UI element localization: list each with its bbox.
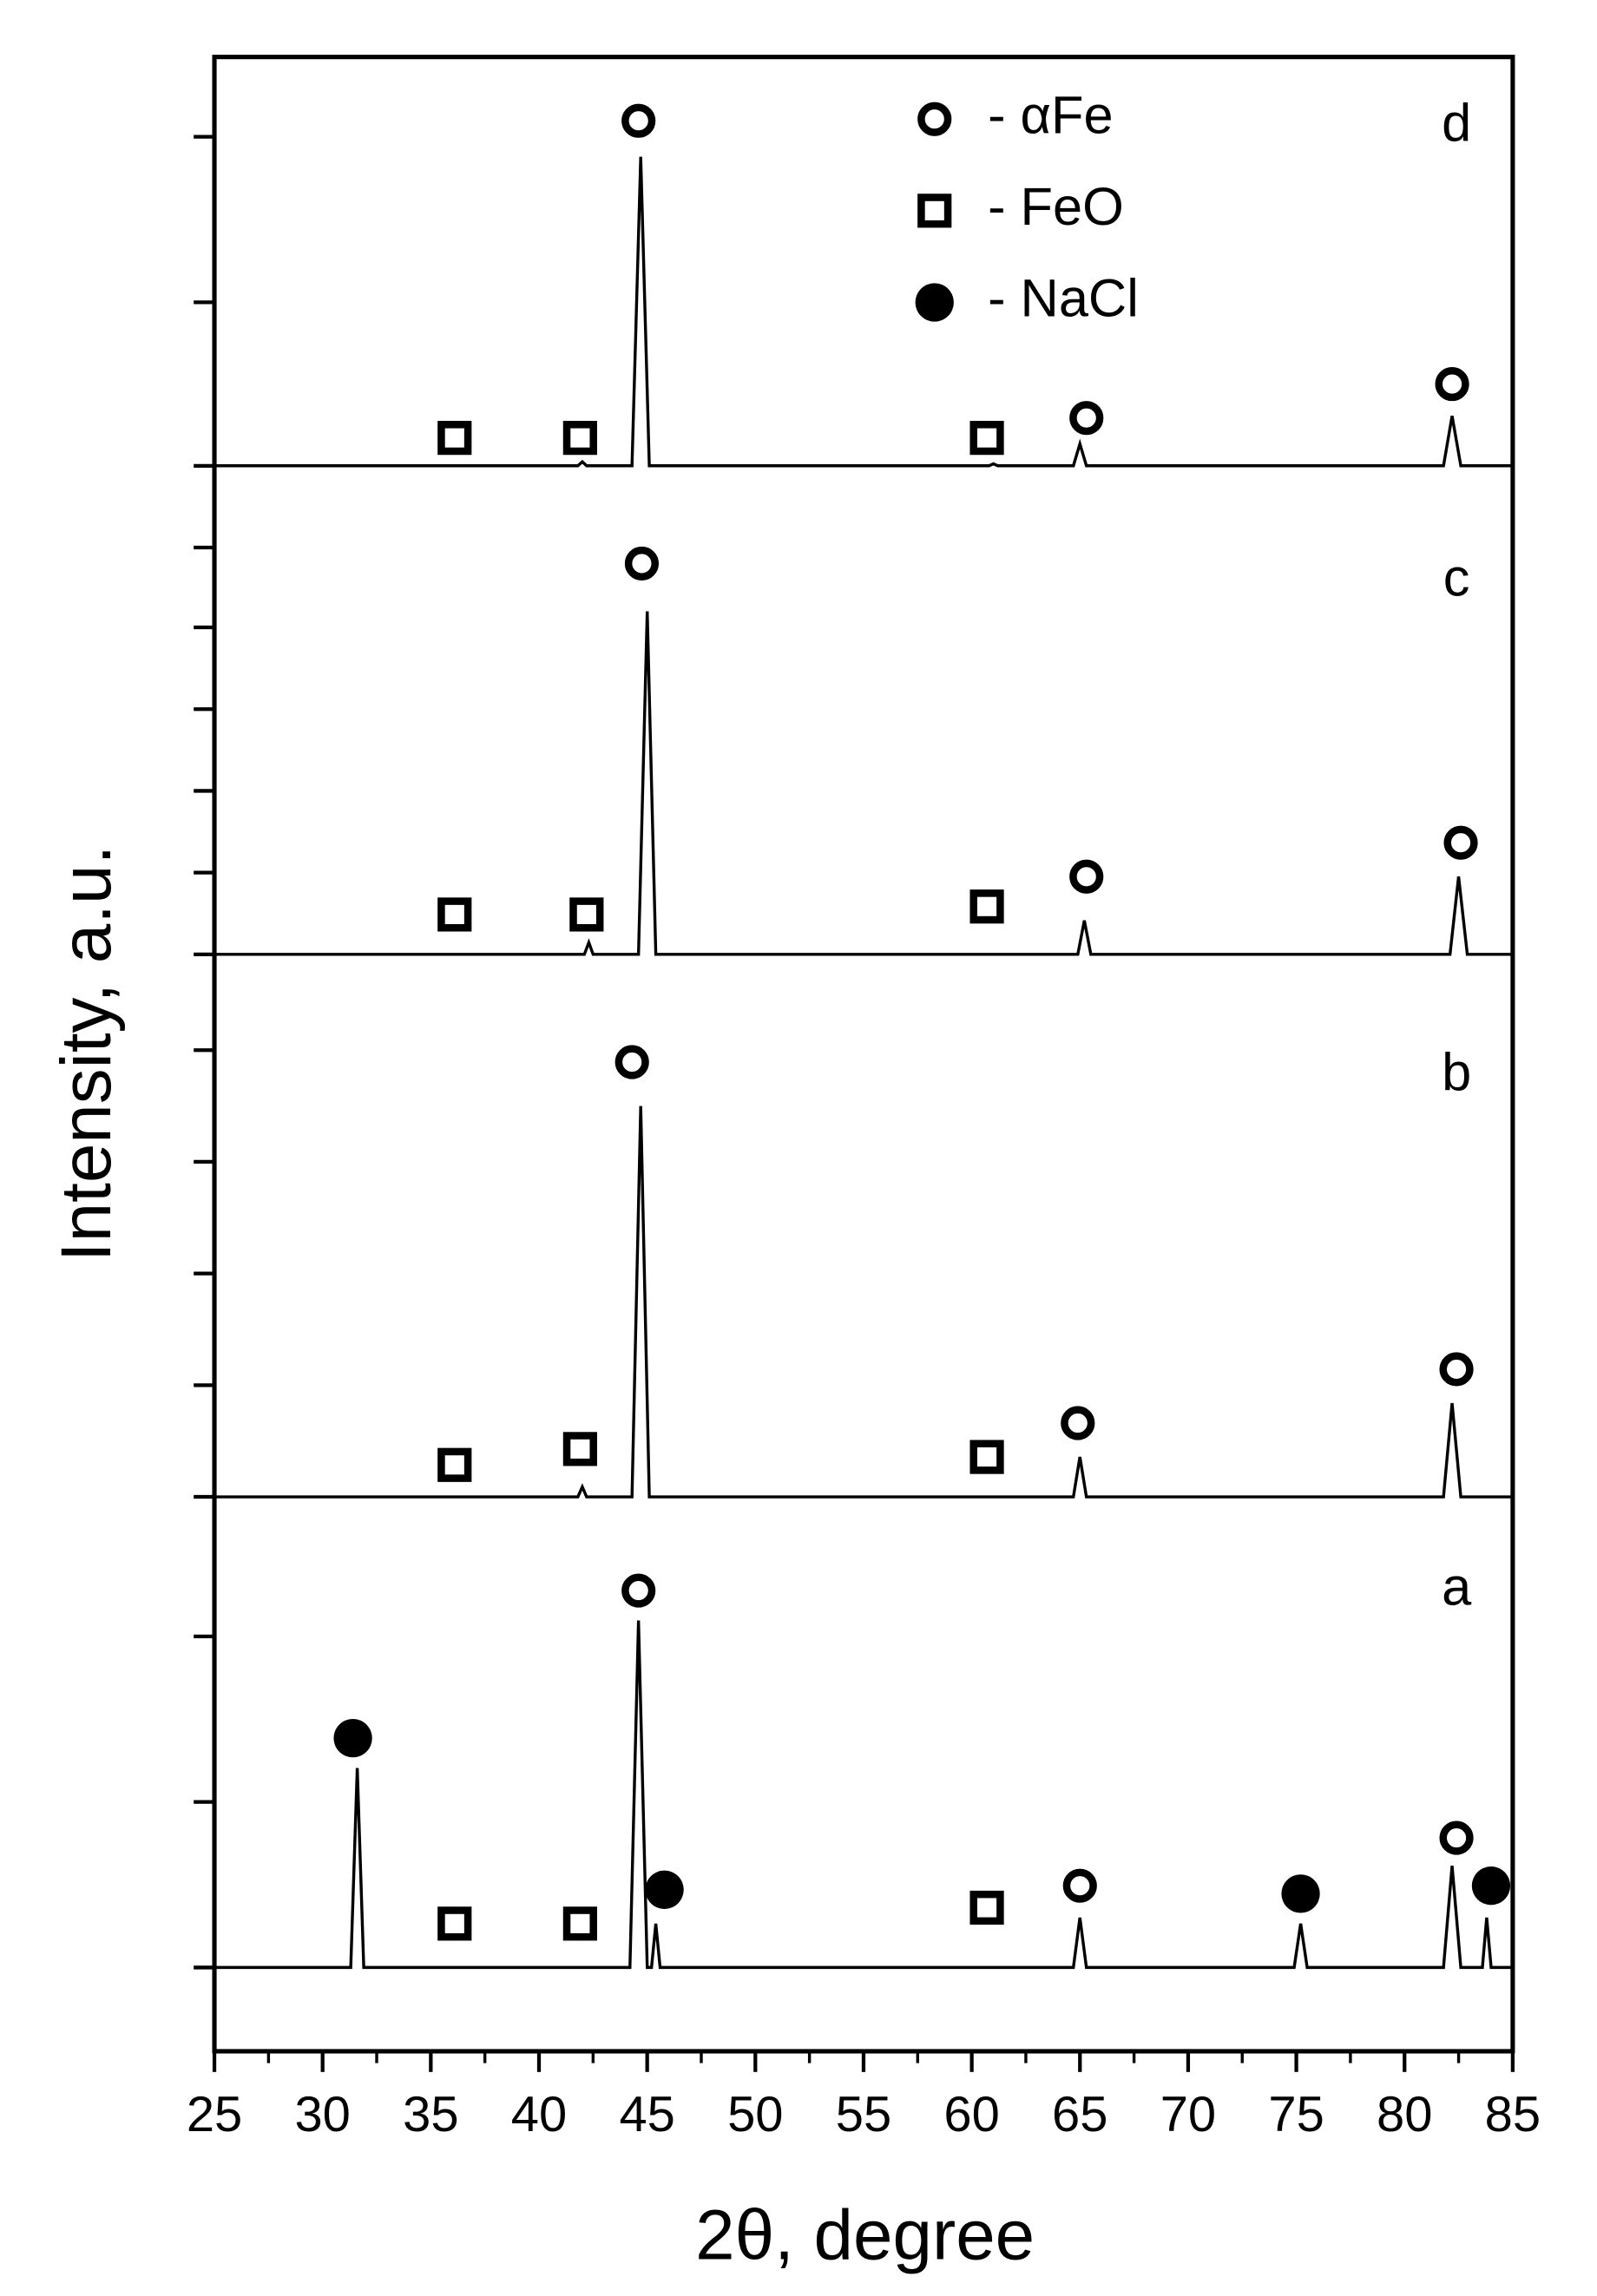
marker-afe <box>1439 1352 1474 1387</box>
marker-nacl <box>333 1718 372 1758</box>
pattern-label: b <box>1442 1042 1471 1102</box>
x-tick-label: 45 <box>619 2087 674 2142</box>
pattern-label: d <box>1442 93 1471 153</box>
x-tick-label: 55 <box>836 2087 891 2142</box>
x-tick-label: 50 <box>727 2087 783 2142</box>
marker-afe <box>1062 1868 1097 1903</box>
marker-afe <box>1435 366 1469 402</box>
x-tick-label: 80 <box>1377 2087 1432 2142</box>
x-tick-label: 60 <box>943 2087 999 2142</box>
x-tick-label: 35 <box>403 2087 458 2142</box>
y-axis-title: Intensity, a.u. <box>47 845 126 1262</box>
marker-nacl <box>1471 1866 1511 1906</box>
marker-feo <box>437 897 472 932</box>
marker-afe <box>1061 1406 1095 1440</box>
xrd-pattern <box>214 1105 1513 1499</box>
marker-feo <box>437 1447 472 1482</box>
marker-afe <box>1069 859 1104 894</box>
marker-afe <box>624 546 660 581</box>
marker-nacl <box>915 283 954 322</box>
marker-feo <box>969 1440 1004 1474</box>
marker-feo <box>969 421 1004 456</box>
marker-feo <box>437 1906 472 1941</box>
x-tick-label: 40 <box>511 2087 567 2142</box>
x-axis-title: 2θ, degree <box>695 2196 1035 2275</box>
legend-label: - FeO <box>988 176 1124 236</box>
marker-feo <box>917 194 952 228</box>
legend-label: - NaCl <box>988 268 1139 328</box>
marker-afe <box>917 102 952 136</box>
marker-feo <box>969 1890 1004 1925</box>
xrd-pattern <box>214 156 1513 468</box>
marker-afe <box>1439 1820 1474 1855</box>
x-tick-label: 25 <box>187 2087 242 2142</box>
marker-afe <box>621 1573 656 1608</box>
x-tick-label: 65 <box>1052 2087 1107 2142</box>
marker-afe <box>1069 401 1104 436</box>
marker-nacl <box>1281 1874 1320 1913</box>
marker-feo <box>562 1432 597 1466</box>
pattern-label: a <box>1442 1557 1472 1617</box>
x-tick-label: 75 <box>1268 2087 1324 2142</box>
xrd-pattern <box>214 611 1513 956</box>
x-tick-label: 70 <box>1160 2087 1216 2142</box>
x-tick-label: 85 <box>1485 2087 1541 2142</box>
x-tick-label: 30 <box>294 2087 350 2142</box>
marker-feo <box>562 421 597 456</box>
marker-feo <box>969 889 1004 924</box>
plot-frame <box>212 55 1515 2054</box>
marker-afe <box>621 103 656 138</box>
pattern-label: c <box>1443 548 1470 607</box>
marker-feo <box>437 421 472 456</box>
legend-label: - αFe <box>988 84 1113 144</box>
xrd-pattern <box>214 1620 1513 1970</box>
marker-feo <box>562 1906 597 1941</box>
marker-feo <box>569 897 604 932</box>
marker-afe <box>614 1045 649 1079</box>
marker-afe <box>1443 825 1478 860</box>
marker-nacl <box>645 1870 684 1909</box>
